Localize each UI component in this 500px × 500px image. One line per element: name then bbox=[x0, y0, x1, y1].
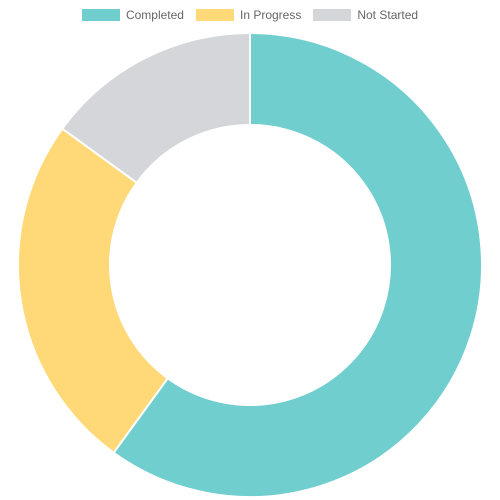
legend-item[interactable]: Not Started bbox=[313, 8, 418, 22]
donut-slice-in-progress[interactable] bbox=[17, 127, 170, 455]
legend-label: In Progress bbox=[239, 8, 302, 22]
legend-swatch bbox=[81, 9, 120, 21]
legend-label: Completed bbox=[125, 8, 184, 22]
legend-label: Not Started bbox=[357, 8, 419, 22]
legend-item[interactable]: In Progress bbox=[195, 8, 302, 22]
legend-swatch bbox=[195, 9, 234, 21]
donut-slice-not-started[interactable] bbox=[60, 31, 251, 185]
legend-swatch bbox=[313, 9, 352, 21]
donut-slice-completed[interactable] bbox=[112, 31, 483, 498]
chart-legend: Completed In Progress Not Started bbox=[0, 8, 500, 22]
legend-item[interactable]: Completed bbox=[81, 8, 184, 22]
